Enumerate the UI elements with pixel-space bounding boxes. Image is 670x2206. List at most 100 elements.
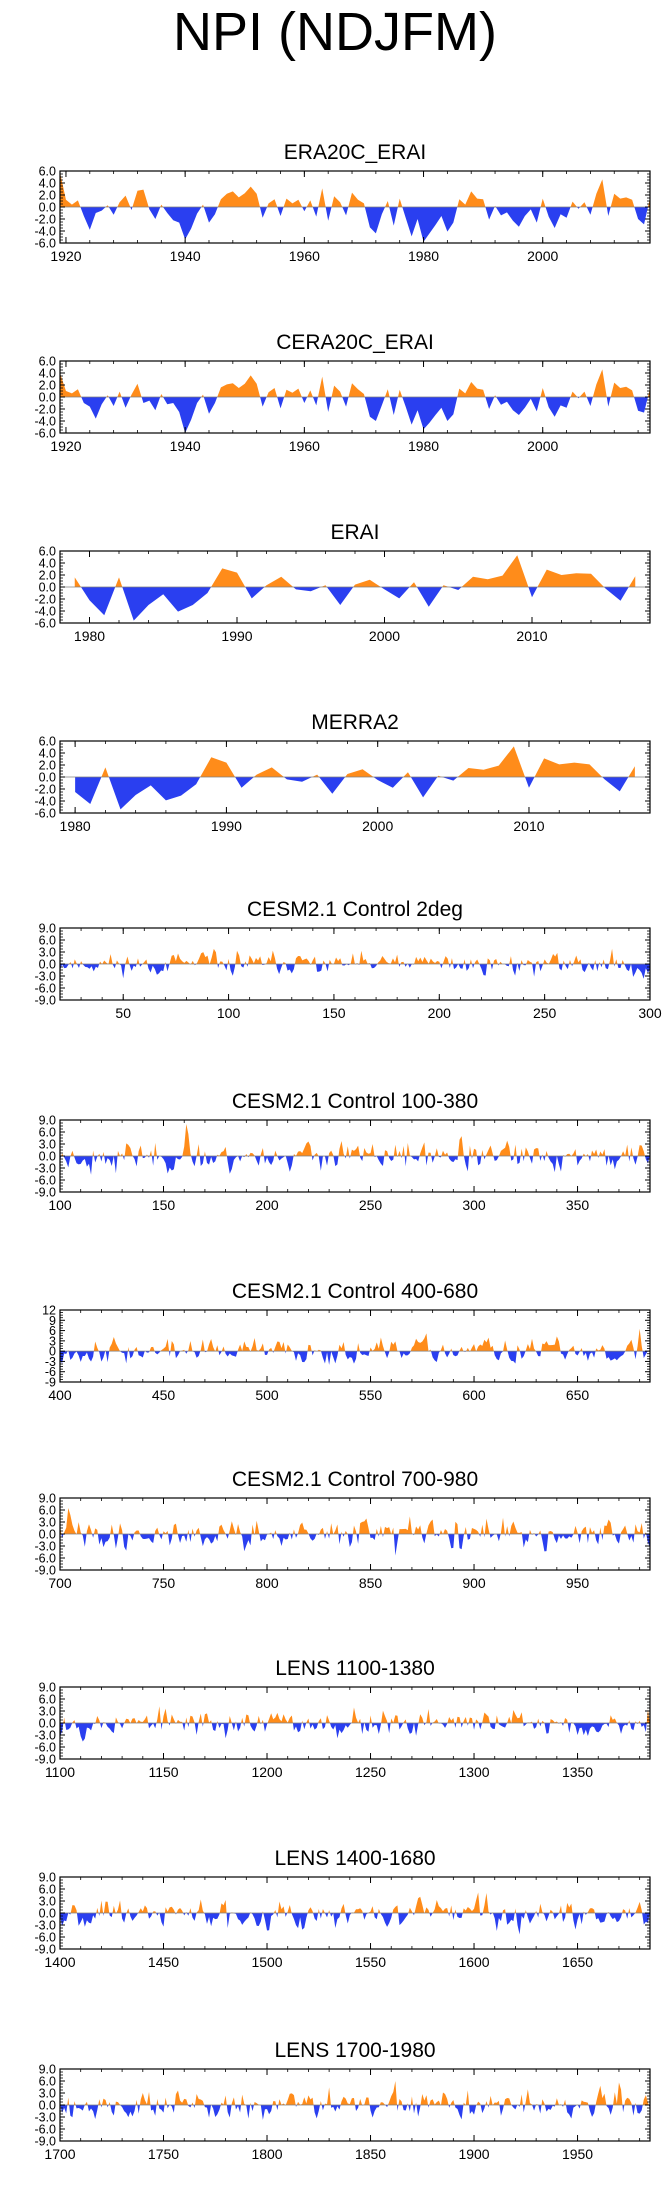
series-area-positive (60, 172, 650, 207)
x-tick-label: 250 (533, 1005, 557, 1021)
y-tick-label: -3.0 (34, 1162, 56, 1176)
x-tick-label: 250 (359, 1197, 383, 1213)
y-tick-label: 9.0 (39, 2063, 56, 2077)
x-tick-label: 1400 (44, 1954, 75, 1970)
y-tick-label: 3.0 (39, 1516, 56, 1530)
x-tick-label: 1150 (148, 1764, 178, 1780)
y-tick-label: 6.0 (39, 165, 56, 179)
y-tick-label: -3.0 (34, 1919, 56, 1933)
x-tick-label: 1980 (60, 818, 91, 834)
y-tick-label: 6.0 (39, 545, 56, 559)
y-tick-label: 4.0 (39, 367, 56, 381)
x-tick-label: 150 (322, 1005, 346, 1021)
x-tick-label: 1350 (562, 1764, 593, 1780)
x-tick-label: 1100 (45, 1764, 75, 1780)
x-tick-label: 150 (152, 1197, 176, 1213)
x-tick-label: 650 (566, 1387, 590, 1403)
y-tick-label: 3.0 (39, 1895, 56, 1909)
chart-panel-4: CESM2.1 Control 2deg -9.0-6.0-3.00.03.06.… (34, 898, 661, 1021)
x-tick-label: 100 (48, 1197, 72, 1213)
series-area-positive (60, 1706, 650, 1723)
chart-panel-2: ERAI -6.0-4.0-2.00.02.04.06.0 1980 1990 2000… (34, 521, 651, 644)
y-tick-label: -6.0 (34, 1174, 56, 1188)
series-area-negative (60, 1156, 650, 1175)
x-tick-label: 1450 (148, 1954, 179, 1970)
x-tick-label: 1800 (251, 2146, 282, 2162)
y-tick-label: 4.0 (39, 177, 56, 191)
series-area-positive (60, 1892, 650, 1913)
y-tick-label: -9.0 (34, 1186, 56, 1200)
x-tick-label: 100 (217, 1005, 241, 1021)
panel-title: CERA20C_ERAI (276, 331, 434, 354)
y-tick-label: 6.0 (39, 1883, 56, 1897)
figure-title: NPI (NDJFM) (173, 2, 497, 62)
x-tick-label: 1950 (562, 2146, 593, 2162)
chart-panel-0: ERA20C_ERAI -6.0-4.0-2.00.02.04.06.0 1920 1… (34, 141, 651, 264)
plot-frame (59, 1309, 651, 1383)
y-tick-label: 0.0 (39, 958, 56, 972)
y-tick-label: -3.0 (34, 2111, 56, 2125)
y-tick-label: 3.0 (39, 946, 56, 960)
series-area-negative (74, 587, 636, 621)
x-tick-label: 1920 (50, 248, 81, 264)
series-area-negative (60, 1723, 650, 1742)
x-tick-label: 1920 (50, 438, 81, 454)
x-tick-label: 1200 (251, 1764, 282, 1780)
y-tick-label: -6.0 (34, 1741, 56, 1755)
y-tick-label: -6.0 (34, 237, 56, 251)
y-tick-label: 9 (49, 1314, 56, 1328)
y-tick-label: 0.0 (39, 581, 56, 595)
x-tick-label: 1980 (74, 628, 105, 644)
x-tick-label: 950 (566, 1575, 590, 1591)
series-area-negative (60, 397, 650, 433)
y-tick-label: -9.0 (34, 994, 56, 1008)
y-tick-label: 0 (49, 1345, 56, 1359)
y-tick-label: 6.0 (39, 1504, 56, 1518)
x-tick-label: 1550 (355, 1954, 386, 1970)
x-tick-label: 1700 (44, 2146, 75, 2162)
y-tick-label: -6.0 (34, 807, 56, 821)
x-tick-label: 2000 (369, 628, 400, 644)
y-tick-label: 9.0 (39, 1871, 56, 1885)
x-tick-label: 300 (638, 1005, 662, 1021)
y-tick-label: -2.0 (34, 593, 56, 607)
x-tick-label: 1990 (221, 628, 252, 644)
y-tick-label: 0.0 (39, 2099, 56, 2113)
x-tick-label: 1990 (211, 818, 242, 834)
chart-panel-1: CERA20C_ERAI -6.0-4.0-2.00.02.04.06.0 1920… (34, 331, 651, 454)
chart-panel-8: LENS 1100-1380 -9.0-6.0-3.00.03.06.09.0 11… (34, 1657, 651, 1780)
x-tick-label: 1250 (355, 1764, 386, 1780)
x-tick-label: 2000 (527, 248, 558, 264)
y-tick-label: 2.0 (39, 379, 56, 393)
x-tick-label: 300 (462, 1197, 486, 1213)
chart-panel-7: CESM2.1 Control 700-980 -9.0-6.0-3.00.03.… (34, 1468, 651, 1591)
y-tick-label: -3 (45, 1355, 56, 1369)
y-tick-label: 6.0 (39, 1693, 56, 1707)
y-tick-label: -3.0 (34, 1540, 56, 1554)
x-tick-label: 2000 (527, 438, 558, 454)
y-tick-label: -4.0 (34, 415, 56, 429)
x-tick-label: 500 (255, 1387, 279, 1403)
y-tick-label: -3.0 (34, 970, 56, 984)
y-tick-label: -4.0 (34, 225, 56, 239)
y-tick-label: -9.0 (34, 1753, 56, 1767)
panel-title: LENS 1700-1980 (274, 2039, 435, 2062)
panel-title: CESM2.1 Control 700-980 (232, 1468, 478, 1491)
y-tick-label: 9.0 (39, 922, 56, 936)
x-tick-label: 1750 (148, 2146, 179, 2162)
y-tick-label: -9.0 (34, 1943, 56, 1957)
y-tick-label: 3.0 (39, 1705, 56, 1719)
y-tick-label: 0.0 (39, 201, 56, 215)
y-tick-label: -6.0 (34, 427, 56, 441)
x-tick-label: 1650 (562, 1954, 593, 1970)
x-tick-label: 2010 (516, 628, 547, 644)
x-tick-label: 1940 (170, 248, 201, 264)
y-tick-label: 6.0 (39, 355, 56, 369)
series-area-positive (60, 1328, 650, 1352)
x-tick-label: 750 (152, 1575, 176, 1591)
y-tick-label: 3 (49, 1334, 56, 1348)
y-tick-label: 0.0 (39, 1150, 56, 1164)
y-tick-label: 2.0 (39, 569, 56, 583)
y-tick-label: 4.0 (39, 747, 56, 761)
